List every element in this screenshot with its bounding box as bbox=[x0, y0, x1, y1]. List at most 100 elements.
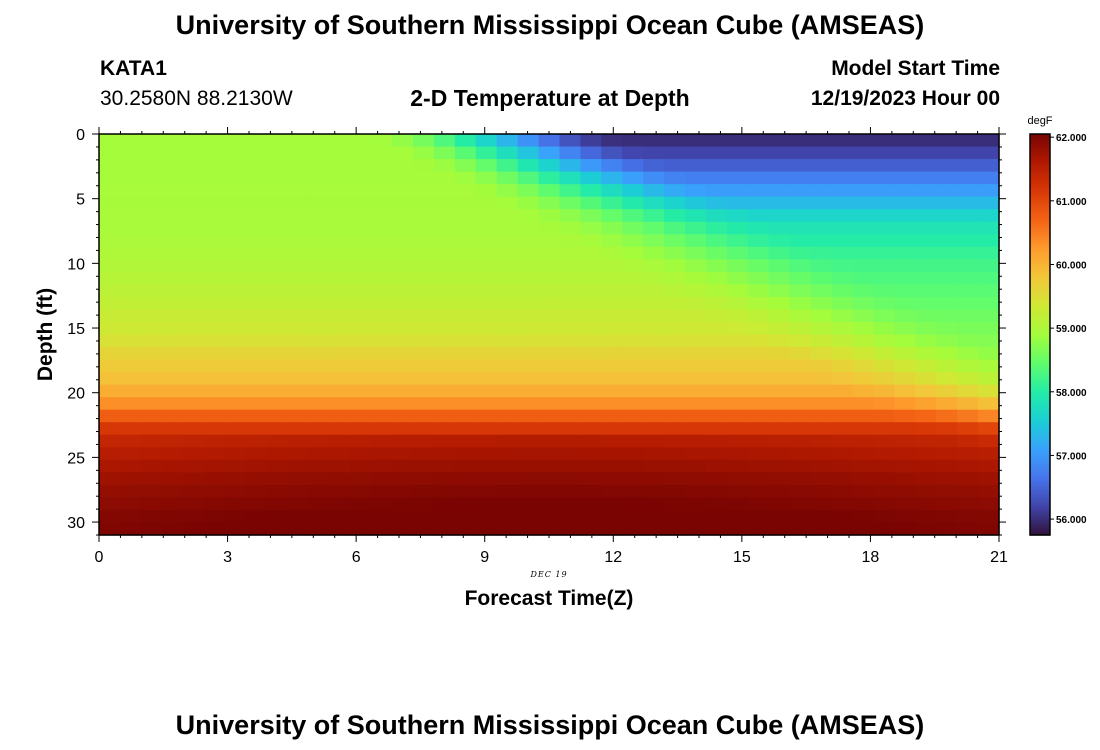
colorbar-segment bbox=[1030, 399, 1050, 403]
heatmap-cell bbox=[936, 334, 958, 348]
colorbar-segment bbox=[1030, 289, 1050, 293]
heatmap-cell bbox=[768, 246, 791, 260]
heatmap-cell bbox=[329, 171, 351, 185]
heatmap-cell bbox=[203, 459, 226, 473]
heatmap-cell bbox=[747, 509, 770, 524]
heatmap-cell bbox=[224, 184, 247, 198]
heatmap-cell bbox=[245, 146, 268, 160]
heatmap-cell bbox=[496, 397, 519, 411]
heatmap-cell bbox=[538, 146, 561, 160]
heatmap-cell bbox=[643, 459, 665, 473]
heatmap-cell bbox=[392, 146, 414, 160]
heatmap-cell bbox=[392, 196, 414, 210]
heatmap-cell bbox=[119, 196, 142, 210]
colorbar-segment bbox=[1030, 434, 1050, 438]
heatmap-cell bbox=[685, 284, 707, 298]
heatmap-cell bbox=[475, 171, 498, 185]
heatmap-cell bbox=[517, 334, 540, 348]
heatmap-cell bbox=[140, 397, 163, 411]
heatmap-cell bbox=[726, 309, 749, 323]
heatmap-cell bbox=[664, 171, 686, 185]
heatmap-cell bbox=[538, 271, 561, 285]
heatmap-cell bbox=[245, 347, 268, 361]
heatmap-cell bbox=[475, 372, 498, 386]
heatmap-cell bbox=[726, 347, 749, 361]
heatmap-cell bbox=[873, 434, 895, 448]
heatmap-cell bbox=[622, 271, 644, 285]
colorbar-segment bbox=[1030, 432, 1050, 436]
heatmap-cell bbox=[726, 359, 749, 373]
heatmap-cell bbox=[580, 447, 602, 461]
heatmap-cell bbox=[831, 359, 854, 373]
heatmap-cell bbox=[475, 259, 498, 273]
heatmap-cell bbox=[475, 397, 498, 411]
heatmap-cell bbox=[329, 447, 351, 461]
heatmap-cell bbox=[810, 234, 833, 248]
heatmap-cell bbox=[580, 334, 602, 348]
heatmap-cell bbox=[852, 271, 875, 285]
heatmap-cell bbox=[726, 484, 749, 499]
heatmap-cell bbox=[371, 497, 393, 511]
heatmap-cell bbox=[266, 384, 288, 398]
heatmap-cell bbox=[475, 221, 498, 235]
heatmap-cell bbox=[831, 522, 854, 536]
heatmap-cells bbox=[99, 134, 1000, 536]
heatmap-cell bbox=[140, 184, 163, 198]
heatmap-cell bbox=[643, 146, 665, 160]
colorbar-segment bbox=[1030, 169, 1050, 173]
heatmap-cell bbox=[936, 497, 958, 511]
heatmap-cell bbox=[203, 397, 226, 411]
heatmap-cell bbox=[726, 196, 749, 210]
heatmap-cell bbox=[705, 184, 728, 198]
heatmap-cell bbox=[392, 459, 414, 473]
heatmap-cell bbox=[203, 296, 226, 311]
heatmap-cell bbox=[936, 434, 958, 448]
heatmap-cell bbox=[915, 434, 937, 448]
heatmap-cell bbox=[475, 184, 498, 198]
heatmap-cell bbox=[266, 159, 288, 173]
heatmap-cell bbox=[601, 146, 623, 160]
heatmap-cell bbox=[371, 522, 393, 536]
colorbar-segment bbox=[1030, 354, 1050, 358]
heatmap-cell bbox=[810, 321, 833, 336]
heatmap-cell bbox=[392, 309, 414, 323]
colorbar-segment bbox=[1030, 181, 1050, 185]
heatmap-cell bbox=[412, 184, 435, 198]
x-tick-label: 6 bbox=[352, 549, 361, 566]
colorbar-segment bbox=[1030, 447, 1050, 451]
heatmap-cell bbox=[852, 509, 875, 524]
heatmap-cell bbox=[726, 171, 749, 185]
heatmap-cell bbox=[936, 309, 958, 323]
heatmap-cell bbox=[412, 497, 435, 511]
heatmap-cell bbox=[852, 309, 875, 323]
heatmap-cell bbox=[412, 484, 435, 499]
colorbar-segment bbox=[1030, 256, 1050, 260]
heatmap-cell bbox=[203, 484, 226, 499]
heatmap-cell bbox=[350, 296, 372, 311]
colorbar-segment bbox=[1030, 299, 1050, 303]
colorbar-tick-label: 62.000 bbox=[1056, 133, 1087, 144]
heatmap-cell bbox=[601, 372, 623, 386]
heatmap-cell bbox=[392, 434, 414, 448]
heatmap-cell bbox=[224, 472, 247, 486]
heatmap-cell bbox=[936, 409, 958, 423]
colorbar-segment bbox=[1030, 362, 1050, 366]
heatmap-cell bbox=[643, 447, 665, 461]
colorbar-segment bbox=[1030, 314, 1050, 318]
heatmap-cell bbox=[329, 434, 351, 448]
heatmap-cell bbox=[685, 296, 707, 311]
heatmap-cell bbox=[517, 497, 540, 511]
heatmap-cell bbox=[99, 484, 121, 499]
heatmap-cell bbox=[664, 447, 686, 461]
heatmap-cell bbox=[873, 472, 895, 486]
heatmap-cell bbox=[538, 422, 561, 436]
heatmap-cell bbox=[705, 221, 728, 235]
heatmap-cell bbox=[685, 196, 707, 210]
heatmap-cell bbox=[454, 321, 477, 336]
heatmap-cell bbox=[643, 209, 665, 223]
heatmap-cell bbox=[99, 196, 121, 210]
heatmap-cell bbox=[412, 522, 435, 536]
heatmap-cell bbox=[517, 309, 540, 323]
heatmap-cell bbox=[768, 159, 791, 173]
heatmap-cell bbox=[936, 234, 958, 248]
